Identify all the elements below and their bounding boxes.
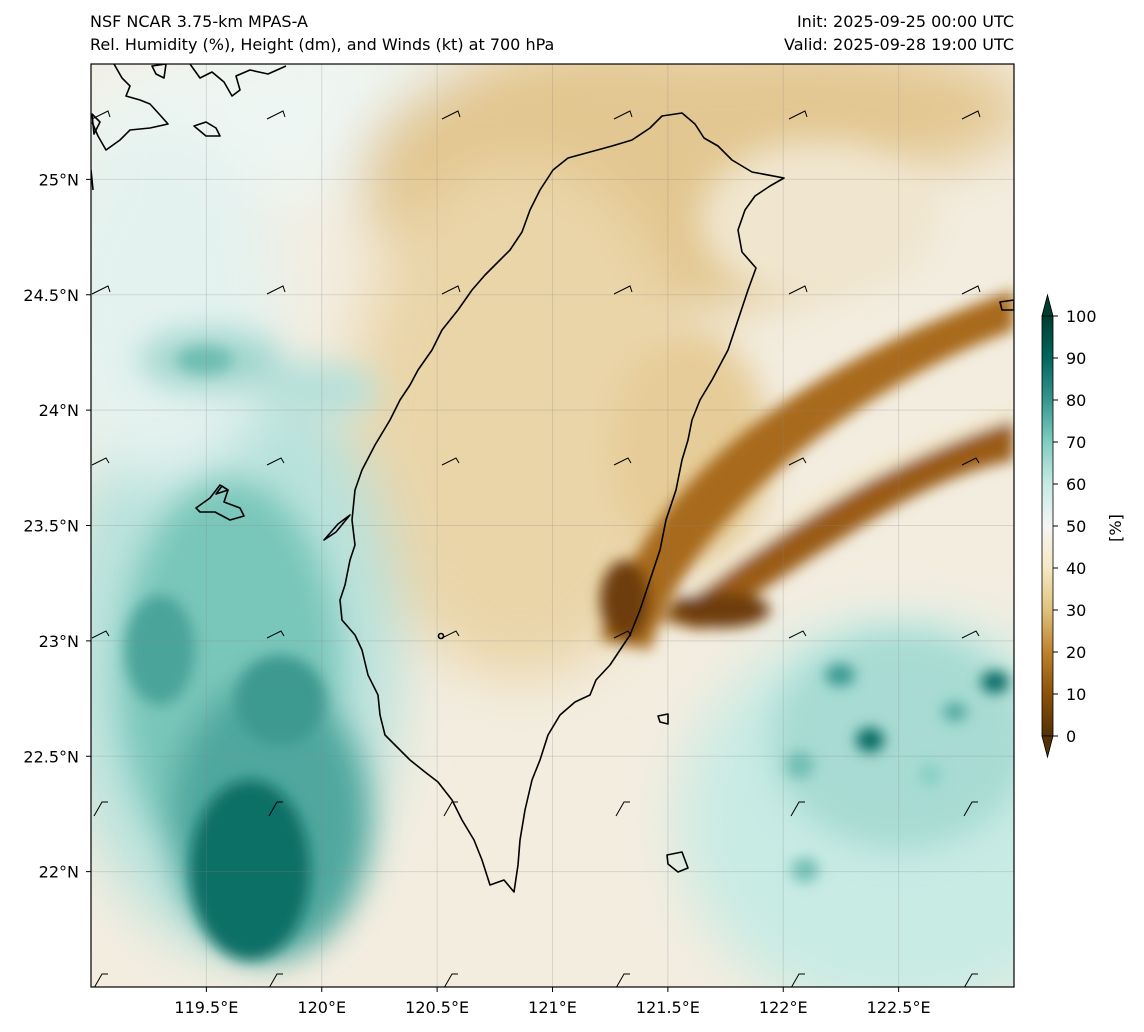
wind-barb: [788, 457, 807, 466]
matsu-east-islet: [999, 299, 1014, 311]
wind-barb: [615, 973, 630, 987]
wind-barb: [91, 110, 111, 120]
wind-barb: [961, 457, 980, 466]
wind-barb: [443, 801, 458, 817]
colorbar-tick-label: 50: [1066, 517, 1086, 536]
wind-barb: [268, 973, 283, 987]
model-title: NSF NCAR 3.75-km MPAS-A: [90, 12, 308, 31]
wind-barb: [788, 630, 807, 639]
lat-tick-label: 23.5°N: [23, 517, 79, 536]
colorbar-tick-label: 90: [1066, 349, 1086, 368]
orchid-island: [666, 851, 689, 873]
colorbar-unit: [%]: [1106, 514, 1125, 542]
colorbar-tick-label: 10: [1066, 685, 1086, 704]
lon-tick-label: 121°E: [528, 998, 577, 1017]
wind-barb: [613, 285, 633, 295]
lon-tick-label: 120°E: [297, 998, 346, 1017]
colorbar-tick-label: 20: [1066, 643, 1086, 662]
wind-barb: [790, 801, 805, 817]
lon-tick-labels: 119.5°E 120°E 120.5°E 121°E 121.5°E 122°E 122.…: [174, 987, 931, 1017]
wind-barb: [91, 630, 110, 639]
wind-barb: [441, 630, 460, 639]
fields-title: Rel. Humidity (%), Height (dm), and Wind…: [90, 35, 555, 54]
liuqiu-island: [437, 632, 445, 640]
china-islet-a: [151, 64, 167, 79]
wind-barb: [93, 973, 108, 987]
sandbar: [323, 514, 351, 541]
wind-barb: [266, 110, 286, 120]
penghu-islands: [195, 484, 245, 521]
matsu-islands: [189, 64, 287, 97]
lon-tick-label: 122.5°E: [867, 998, 931, 1017]
wind-barb: [443, 973, 458, 987]
wind-barb: [441, 457, 460, 466]
lon-tick-label: 119.5°E: [174, 998, 238, 1017]
wind-barb: [266, 630, 285, 639]
wind-barb: [91, 457, 110, 466]
wind-barbs: [91, 110, 981, 987]
wind-barb: [613, 630, 632, 639]
colorbar-tick-label: 0: [1066, 727, 1076, 746]
valid-time: Valid: 2025-09-28 19:00 UTC: [783, 35, 1014, 54]
lat-tick-label: 22°N: [39, 863, 79, 882]
wind-barb: [961, 285, 981, 295]
lat-tick-labels: 25°N 24.5°N 24°N 23.5°N 23°N 22.5°N 22°N: [23, 170, 91, 882]
lat-tick-label: 22.5°N: [23, 747, 79, 766]
lat-tick-label: 24°N: [39, 401, 79, 420]
lat-tick-label: 23°N: [39, 632, 79, 651]
lat-tick-label: 25°N: [39, 170, 79, 189]
colorbar-tick-label: 30: [1066, 601, 1086, 620]
wind-barb: [790, 973, 805, 987]
colorbar-min-extend: [1041, 735, 1054, 759]
init-time: Init: 2025-09-25 00:00 UTC: [796, 12, 1014, 31]
colorbar-tick-label: 80: [1066, 391, 1086, 410]
wind-barb: [441, 285, 461, 295]
china-coast-north: [91, 64, 169, 151]
colorbar-tick-label: 100: [1066, 307, 1097, 326]
wind-barb: [91, 285, 111, 295]
wind-barb: [266, 285, 286, 295]
penghu-islet: [215, 485, 229, 495]
colorbar-tick-label: 70: [1066, 433, 1086, 452]
wind-barb: [788, 285, 808, 295]
wind-barb: [266, 457, 285, 466]
colorbar-tick-label: 60: [1066, 475, 1086, 494]
wind-barb: [93, 801, 108, 817]
china-coast-fragment: [91, 113, 101, 135]
lat-tick-label: 24.5°N: [23, 286, 79, 305]
wind-barb: [268, 801, 283, 817]
china-islet-b: [193, 121, 221, 137]
lon-tick-label: 121.5°E: [636, 998, 700, 1017]
colorbar-body: [1041, 315, 1054, 737]
wind-barb: [961, 110, 981, 120]
wind-barb: [961, 630, 980, 639]
wind-barb: [788, 110, 808, 120]
colorbar-max-extend: [1041, 293, 1054, 317]
gridlines: [91, 64, 1014, 987]
colorbar-tick-label: 40: [1066, 559, 1086, 578]
wind-barb: [963, 973, 978, 987]
humidity-field: [91, 64, 1014, 987]
wind-barb: [613, 110, 633, 120]
lon-tick-label: 122°E: [759, 998, 808, 1017]
wind-barb: [615, 801, 630, 817]
green-island: [657, 713, 669, 725]
coastlines: [91, 64, 1014, 893]
wind-barb: [613, 457, 632, 466]
taiwan-coast: [339, 112, 785, 893]
lon-tick-label: 120.5°E: [405, 998, 469, 1017]
wind-barb: [441, 110, 461, 120]
wind-barb: [963, 801, 978, 817]
